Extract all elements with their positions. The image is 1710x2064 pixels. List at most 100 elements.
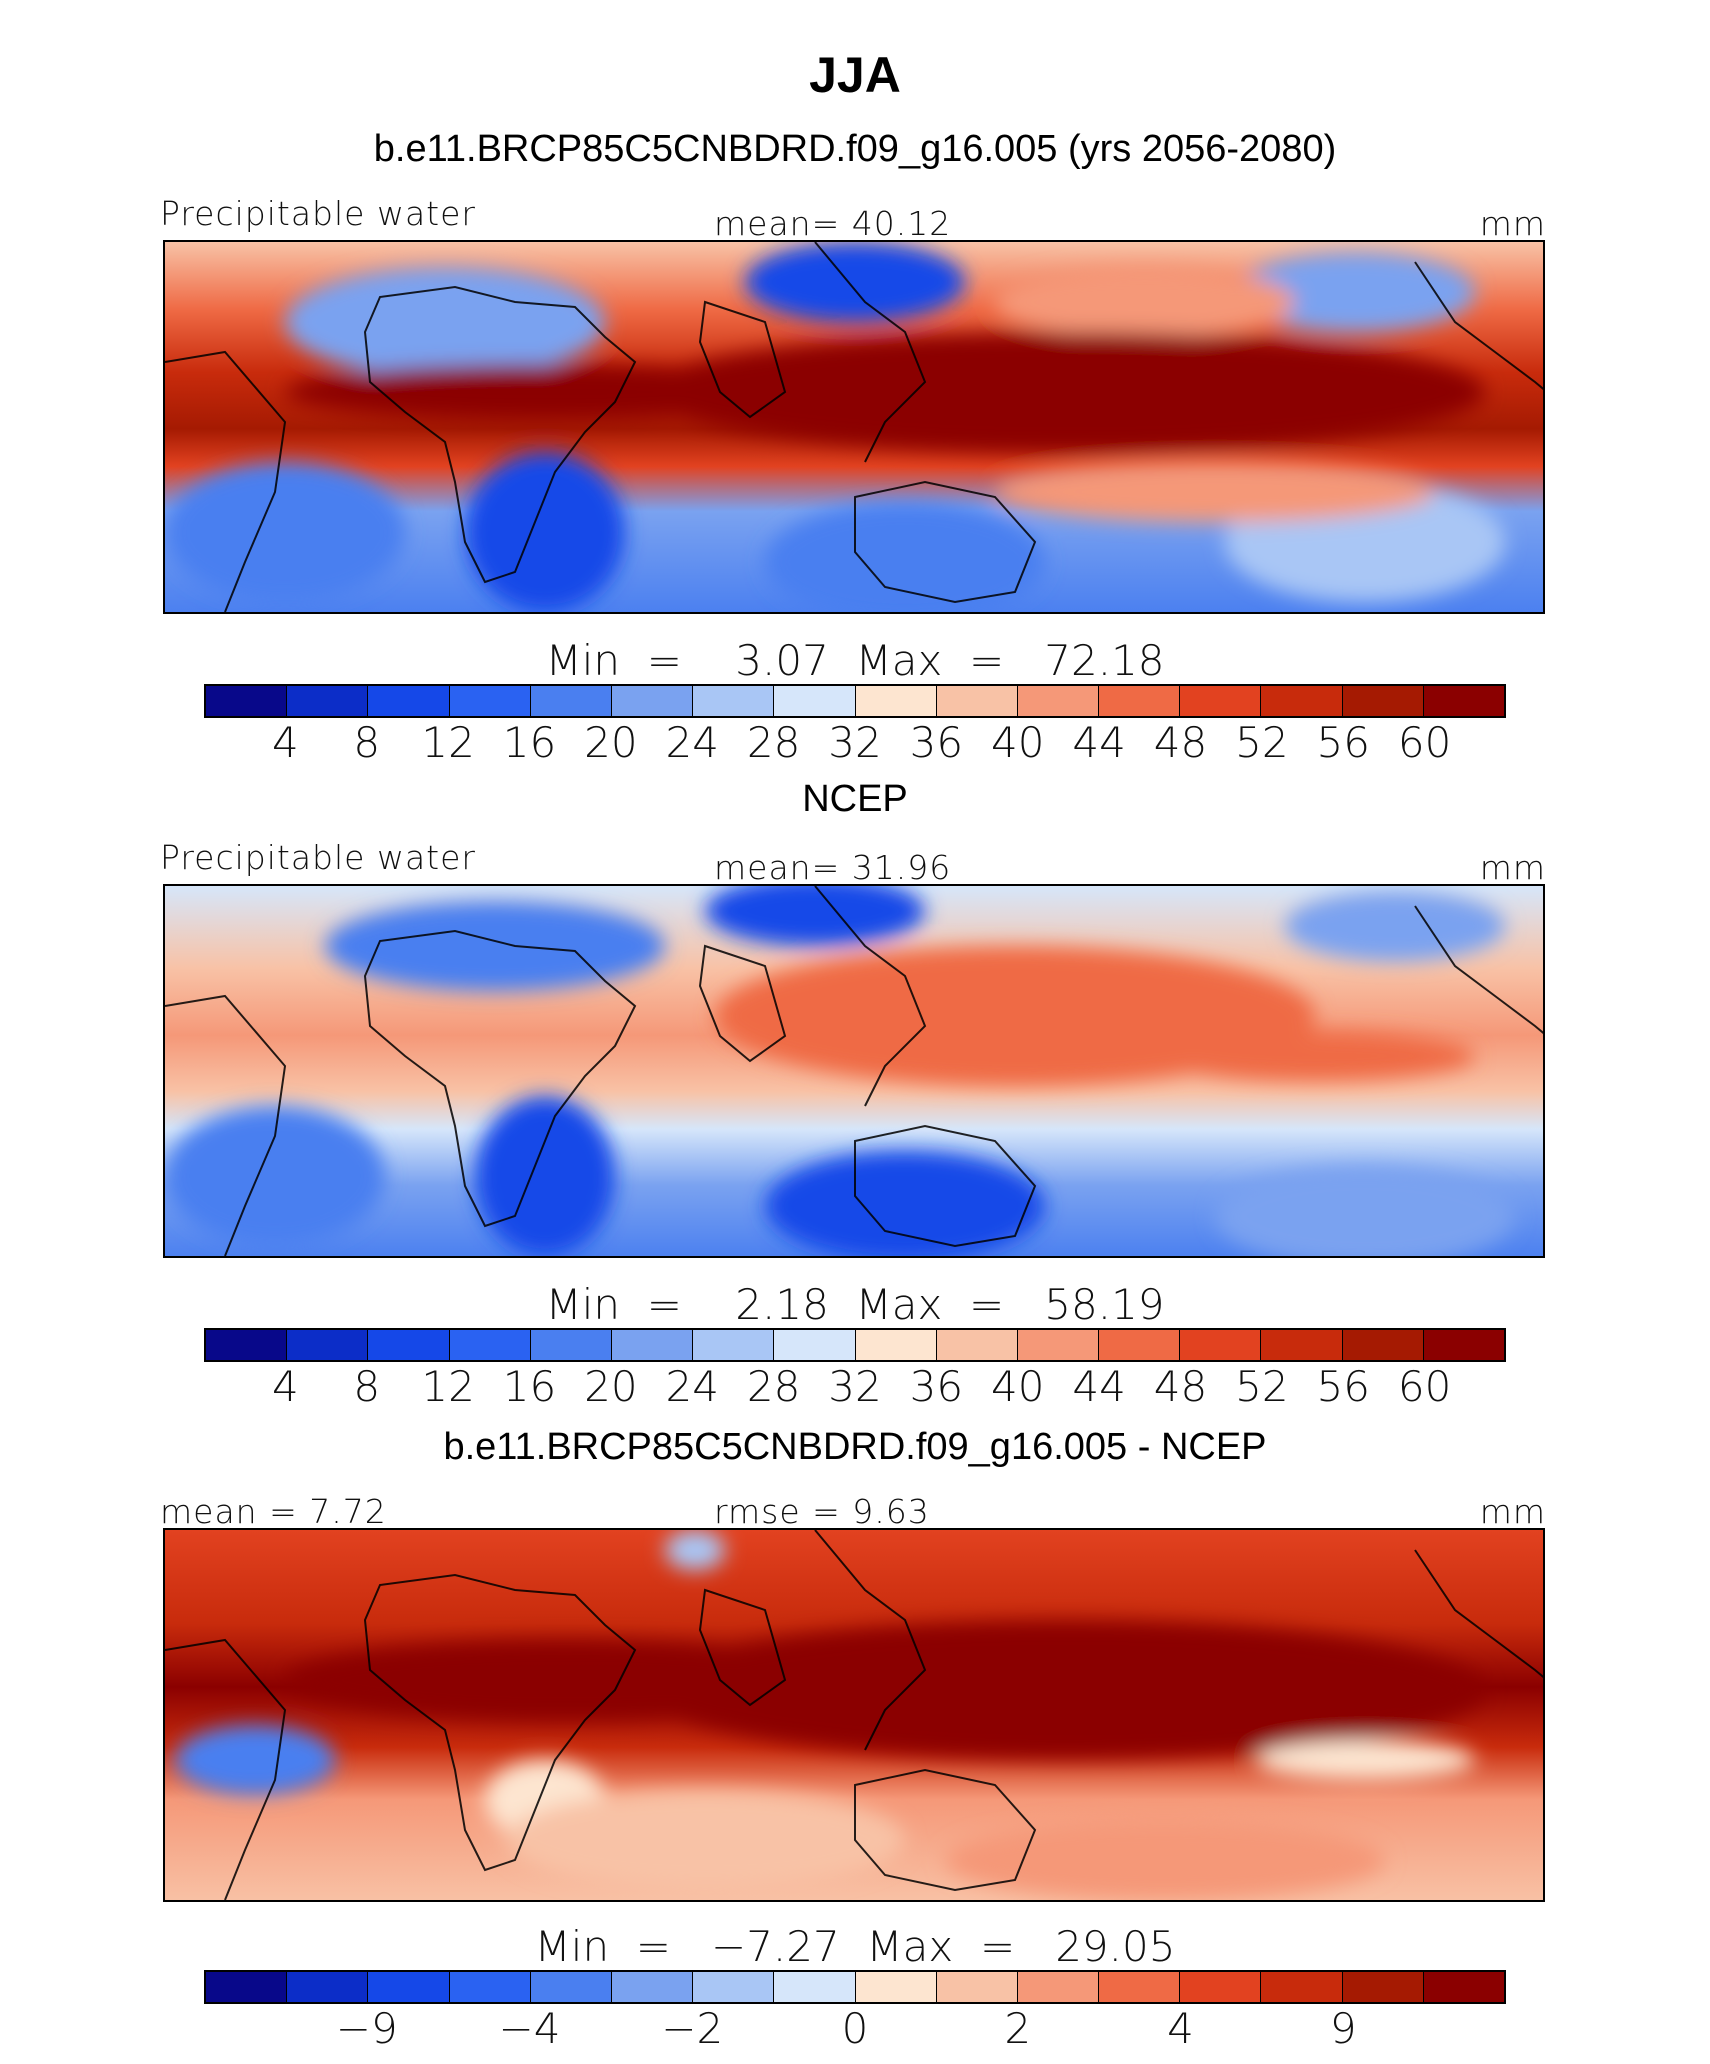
panel-2-map [163,884,1545,1258]
colorbar-tick-label: 4 [1167,2004,1194,2053]
colorbar-segment [774,1972,856,2002]
colorbar-segment [368,1972,450,2002]
colorbar-segment [1017,686,1100,716]
colorbar-segment [1017,1330,1100,1360]
colorbar-segment [449,686,531,716]
colorbar-segment [206,1972,288,2002]
colorbar-tick-label: 44 [1072,718,1126,767]
colorbar-segment [530,1972,612,2002]
panel-2-colorbar [204,1328,1506,1362]
colorbar-tick-label: 40 [991,718,1045,767]
panel-2-colorbar-labels: 4 8 12 16 20 24 28 32 36 40 44 48 52 56 60 [204,1362,1506,1412]
colorbar-segment [1342,1330,1424,1360]
panel-2-title: NCEP [802,778,908,820]
panel-3-map [163,1528,1545,1902]
figure-title: JJA [809,47,901,103]
colorbar-tick-label: 32 [828,1362,882,1411]
panel-1-units: mm [1479,204,1546,243]
colorbar-segment [368,1330,450,1360]
colorbar-tick-label: 24 [665,718,719,767]
colorbar-segment [936,1330,1018,1360]
panel-3-colorbar [204,1970,1506,2004]
colorbar-segment [1342,686,1424,716]
colorbar-segment [1342,1972,1424,2002]
panel-1-colorbar-labels: 4 8 12 16 20 24 28 32 36 40 44 48 52 56 60 [204,718,1506,768]
colorbar-segment [287,686,369,716]
colorbar-tick-label: −2 [661,2004,724,2053]
panel-3-colorbar-labels: −9 −4 −2 0 2 4 9 [204,2004,1506,2054]
colorbar-segment [611,1972,694,2002]
colorbar-tick-label: −9 [335,2004,398,2053]
colorbar-tick-label: 2 [1004,2004,1032,2053]
panel-1-min-max: Min = 3.07 Max = 72.18 [545,636,1165,685]
model-field-icon [165,242,1543,612]
colorbar-segment [693,1330,775,1360]
colorbar-tick-label: 16 [502,1362,557,1411]
colorbar-tick-label: 12 [421,1362,475,1411]
colorbar-segment [936,686,1018,716]
panel-3-rmse-label: rmse = 9.63 [714,1492,930,1531]
colorbar-tick-label: 0 [841,2004,869,2053]
colorbar-tick-label: 60 [1397,718,1452,767]
colorbar-tick-label: 8 [353,718,381,767]
panel-1-title: b.e11.BRCP85C5CNBDRD.f09_g16.005 (yrs 20… [373,128,1337,170]
colorbar-segment [855,1972,937,2002]
colorbar-segment [1099,1330,1181,1360]
panel-2-variable-label: Precipitable water [160,838,476,877]
colorbar-tick-label: 44 [1072,1362,1126,1411]
colorbar-segment [611,686,694,716]
colorbar-segment [1423,1330,1504,1360]
colorbar-tick-label: −4 [498,2004,561,2053]
colorbar-segment [449,1330,531,1360]
colorbar-tick-label: 36 [909,718,964,767]
colorbar-segment [611,1330,694,1360]
colorbar-segment [206,686,288,716]
colorbar-segment [1261,686,1343,716]
difference-field-icon [165,1530,1543,1900]
colorbar-tick-label: 28 [746,1362,801,1411]
panel-2-units: mm [1479,848,1546,887]
colorbar-tick-label: 20 [584,718,638,767]
colorbar-segment [855,1330,937,1360]
panel-1-map [163,240,1545,614]
colorbar-tick-label: 8 [353,1362,381,1411]
colorbar-segment [1261,1972,1343,2002]
colorbar-segment [693,686,775,716]
panel-2-min-max: Min = 2.18 Max = 58.19 [545,1280,1165,1329]
colorbar-segment [693,1972,775,2002]
colorbar-tick-label: 20 [584,1362,638,1411]
colorbar-segment [774,686,856,716]
colorbar-tick-label: 28 [746,718,801,767]
ncep-field-icon [165,886,1543,1256]
colorbar-segment [1180,1330,1262,1360]
panel-2-mean-label: mean= 31.96 [714,848,952,887]
colorbar-segment [287,1972,369,2002]
colorbar-tick-label: 24 [665,1362,719,1411]
colorbar-tick-label: 52 [1235,1362,1289,1411]
colorbar-tick-label: 36 [909,1362,964,1411]
colorbar-segment [1099,686,1181,716]
colorbar-segment [206,1330,288,1360]
colorbar-tick-label: 32 [828,718,882,767]
panel-3-title: b.e11.BRCP85C5CNBDRD.f09_g16.005 - NCEP [443,1426,1267,1468]
colorbar-segment [1180,1972,1262,2002]
colorbar-segment [774,1330,856,1360]
colorbar-tick-label: 4 [272,718,299,767]
colorbar-segment [530,1330,612,1360]
colorbar-tick-label: 60 [1397,1362,1452,1411]
colorbar-segment [449,1972,531,2002]
colorbar-segment [1017,1972,1100,2002]
colorbar-tick-label: 4 [272,1362,299,1411]
colorbar-segment [1423,686,1504,716]
panel-3-units: mm [1479,1492,1546,1531]
colorbar-tick-label: 52 [1235,718,1289,767]
colorbar-tick-label: 12 [421,718,475,767]
colorbar-tick-label: 48 [1153,718,1208,767]
colorbar-tick-label: 48 [1153,1362,1208,1411]
colorbar-tick-label: 56 [1316,1362,1370,1411]
colorbar-segment [287,1330,369,1360]
panel-1-mean-label: mean= 40.12 [714,204,952,243]
colorbar-tick-label: 56 [1316,718,1370,767]
panel-1-colorbar [204,684,1506,718]
colorbar-segment [1261,1330,1343,1360]
